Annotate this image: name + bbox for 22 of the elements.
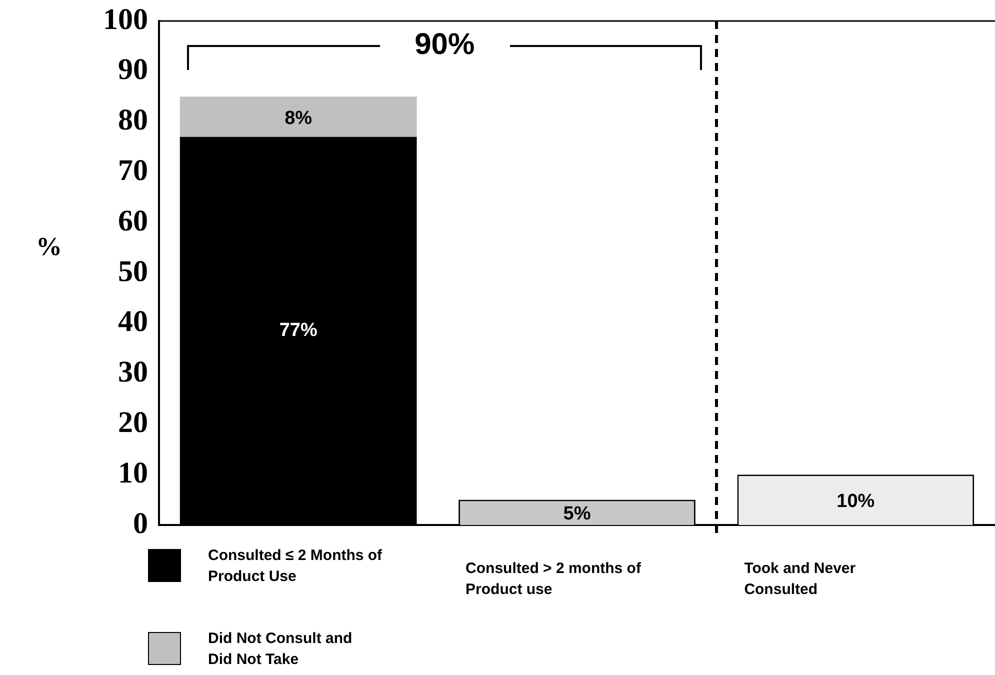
y-tick-label: 60 (118, 204, 148, 238)
data-label: 8% (284, 108, 312, 129)
bar (180, 96, 417, 137)
y-tick-label: 90 (118, 53, 148, 86)
legend-label: Consulted ≤ 2 Months of Product Use (208, 546, 384, 587)
y-tick-label: 30 (118, 356, 148, 389)
y-tick-label: 50 (118, 254, 148, 288)
x-tick-label: Took and Never Consulted (744, 559, 857, 600)
y-tick-label: 80 (118, 104, 148, 137)
y-tick-label: 100 (103, 2, 148, 36)
data-label: 5% (563, 504, 591, 525)
x-tick-label: Consulted > 2 months of Product use (466, 559, 642, 600)
y-tick-label: 40 (118, 305, 148, 338)
data-label: 10% (836, 491, 875, 512)
data-label: 77% (279, 320, 318, 342)
y-tick-label: 10 (118, 456, 148, 490)
y-axis-title: % (36, 232, 62, 261)
y-tick-label: 20 (118, 406, 148, 439)
y-tick-label: 0 (133, 506, 148, 540)
annotation: 90% (414, 28, 476, 62)
legend-label: Did Not Consult and Did Not Take (208, 629, 354, 670)
y-tick-label: 70 (118, 154, 148, 187)
